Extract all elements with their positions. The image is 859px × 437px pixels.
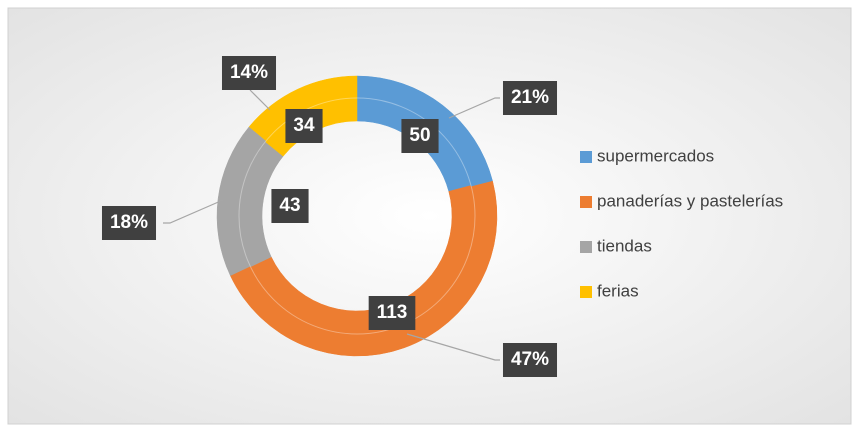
value-label: 43 <box>279 195 300 216</box>
value-label: 113 <box>377 302 408 323</box>
leader-line <box>448 97 500 119</box>
legend-label: tiendas <box>597 236 652 255</box>
leader-line <box>249 89 271 111</box>
leader-line <box>406 333 500 361</box>
value-label-box <box>271 189 309 223</box>
value-label-box <box>401 119 439 153</box>
legend-label: ferias <box>597 281 639 300</box>
value-label: 50 <box>409 125 430 146</box>
value-label: 34 <box>293 115 315 136</box>
leader-line <box>163 199 224 224</box>
percent-label: 47% <box>511 349 549 370</box>
percent-label-box <box>502 343 558 377</box>
percent-label: 18% <box>110 212 148 233</box>
legend-label: supermercados <box>597 146 714 165</box>
legend-swatch <box>580 286 592 298</box>
percent-label-box <box>221 56 277 90</box>
legend-swatch <box>580 241 592 253</box>
legend-swatch <box>580 151 592 163</box>
legend-swatch <box>580 196 592 208</box>
value-label-box <box>368 296 416 330</box>
percent-label: 21% <box>511 87 549 108</box>
percent-label-box <box>101 206 157 240</box>
ring-divider <box>238 97 476 335</box>
value-label-box <box>285 109 323 143</box>
percent-label-box <box>502 81 558 115</box>
percent-label: 14% <box>230 62 268 83</box>
legend-label: panaderías y pastelerías <box>597 191 783 210</box>
